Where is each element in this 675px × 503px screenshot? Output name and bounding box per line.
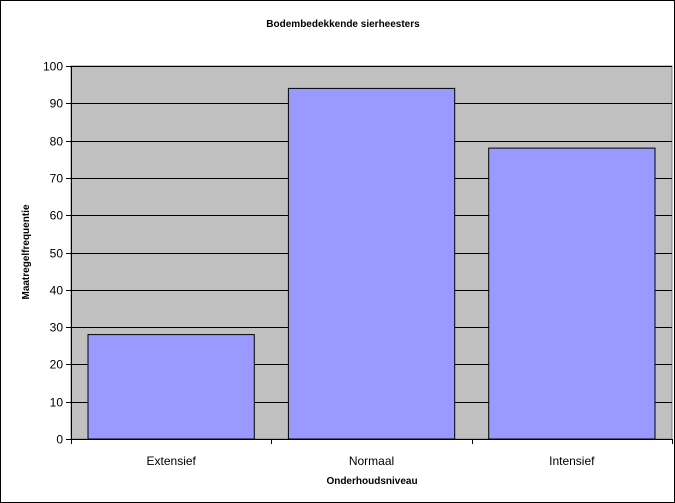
axes bbox=[66, 66, 673, 444]
bar-intensief bbox=[488, 147, 656, 440]
bar-normaal bbox=[287, 87, 456, 440]
y-tick-label: 30 bbox=[50, 321, 64, 335]
y-tick-label: 0 bbox=[56, 433, 63, 447]
chart-title: Bodembedekkende sierheesters bbox=[266, 19, 420, 30]
y-tick-label: 80 bbox=[50, 135, 64, 149]
x-tick-labels: Extensief Normaal Intensief bbox=[147, 454, 596, 468]
y-tick-label: 10 bbox=[50, 396, 64, 410]
x-tick-label: Normaal bbox=[349, 454, 394, 468]
y-tick-label: 60 bbox=[50, 209, 64, 223]
y-axis-title: Maatregelfrequentie bbox=[21, 204, 32, 299]
x-tick-label: Intensief bbox=[549, 454, 595, 468]
y-tick-label: 70 bbox=[50, 172, 64, 186]
y-tick-label: 20 bbox=[50, 358, 64, 372]
bar-extensief bbox=[87, 334, 255, 440]
y-tick-label: 50 bbox=[50, 247, 64, 261]
y-tick-labels: 0 10 20 30 40 50 60 70 80 90 100 bbox=[43, 60, 63, 447]
x-axis-title: Onderhoudsniveau bbox=[326, 476, 417, 487]
y-tick-label: 40 bbox=[50, 284, 64, 298]
y-tick-label: 100 bbox=[43, 60, 63, 74]
y-tick-label: 90 bbox=[50, 97, 64, 111]
x-tick-label: Extensief bbox=[147, 454, 197, 468]
